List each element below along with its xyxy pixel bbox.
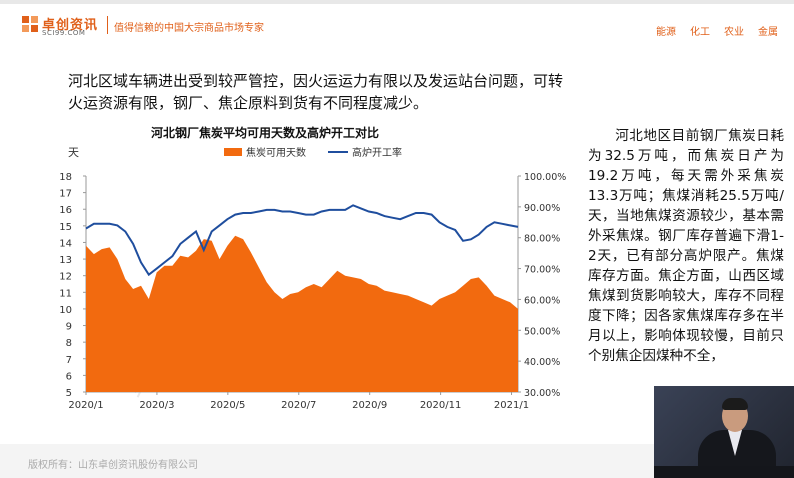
presenter-hair (722, 398, 748, 410)
presenter-desk (654, 466, 794, 478)
left-tick-label: 15 (59, 222, 72, 233)
left-tick-label: 5 (66, 388, 72, 399)
left-axis-unit: 天 (68, 146, 79, 159)
series-line-blast-furnace-rate (85, 204, 519, 277)
sci99-logo[interactable]: 卓创资讯 SCI99.COM (22, 14, 112, 38)
left-tick-label: 17 (59, 189, 72, 200)
right-tick-label: 30.00% (524, 388, 560, 399)
left-tick-label: 12 (59, 272, 72, 283)
left-tick-label: 10 (59, 305, 72, 316)
logo-mark-icon (22, 16, 38, 32)
nav-item-energy[interactable]: 能源 (656, 27, 676, 38)
intro-paragraph: 河北区域车辆进出受到较严管控，因火运运力有限以及发运站台问题，可转火运资源有限，… (68, 72, 564, 112)
nav-item-chemical[interactable]: 化工 (690, 27, 710, 38)
x-tick-label: 2020/5 (210, 400, 245, 411)
left-tick-label: 8 (66, 338, 72, 349)
right-tick-label: 40.00% (524, 357, 560, 368)
left-tick-label: 16 (59, 205, 72, 216)
legend-label-blast-furnace: 高炉开工率 (352, 146, 402, 159)
left-tick-label: 18 (59, 172, 72, 183)
left-tick-label: 6 (66, 371, 72, 382)
logo-chinese-text: 卓创资讯 (42, 18, 99, 33)
right-tick-label: 100.00% (524, 172, 566, 183)
left-tick-label: 7 (66, 355, 72, 366)
x-tick-label: 2020/1 (68, 400, 103, 411)
x-tick-label: 2020/3 (139, 400, 174, 411)
x-tick-label: 2020/9 (352, 400, 387, 411)
x-tick-label: 2020/7 (281, 400, 316, 411)
logo-divider (107, 16, 108, 34)
x-tick-label: 2020/11 (420, 400, 462, 411)
left-tick-label: 14 (59, 238, 72, 249)
x-tick-label: 2021/1 (494, 400, 529, 411)
left-tick-label: 9 (66, 322, 72, 333)
chart-title: 河北钢厂焦炭平均可用天数及高炉开工对比 (150, 126, 379, 140)
series-area-coke-days (86, 235, 518, 392)
logo-english-text: SCI99.COM (42, 29, 86, 37)
header-accent-strip (0, 0, 794, 4)
left-tick-label: 13 (59, 255, 72, 266)
chart-canvas: 卓创资讯5678910111213141516171830.00%40.00%5… (59, 146, 566, 411)
right-tick-label: 70.00% (524, 265, 560, 276)
analysis-paragraph: 河北地区目前钢厂焦炭日耗为32.5万吨，而焦炭日产为19.2万吨，每天需外采焦炭… (588, 128, 784, 364)
left-tick-label: 11 (59, 288, 72, 299)
right-tick-label: 80.00% (524, 234, 560, 245)
nav-item-metal[interactable]: 金属 (758, 27, 778, 38)
top-header-bar: 卓创资讯 SCI99.COM 值得信赖的中国大宗商品市场专家 能源 化工 农业 … (0, 0, 794, 48)
presenter-video[interactable] (654, 386, 794, 478)
right-tick-label: 60.00% (524, 295, 560, 306)
legend-label-coke-days: 焦炭可用天数 (246, 146, 306, 159)
right-tick-label: 50.00% (524, 326, 560, 337)
legend-swatch-coke-days (224, 148, 242, 156)
nav-item-agriculture[interactable]: 农业 (724, 27, 744, 38)
top-nav: 能源 化工 农业 金属 (656, 23, 778, 38)
copyright-text: 版权所有：山东卓创资讯股份有限公司 (28, 460, 198, 471)
right-tick-label: 90.00% (524, 203, 560, 214)
header-slogan: 值得信赖的中国大宗商品市场专家 (114, 23, 264, 34)
